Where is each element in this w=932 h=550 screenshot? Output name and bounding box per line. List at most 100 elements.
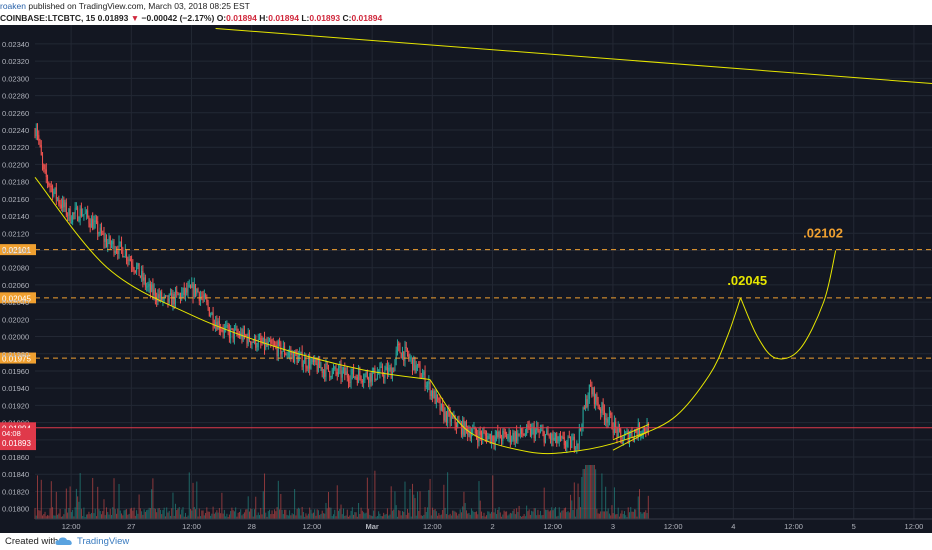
tradingview-brand[interactable]: TradingView xyxy=(77,536,130,547)
candle-body xyxy=(274,344,276,346)
candle-body xyxy=(493,441,495,444)
volume-bar xyxy=(353,514,355,519)
volume-bar xyxy=(227,516,229,519)
price-axis[interactable]: 0.02101 0.02045 0.01975 0.02340 0.02320 0.023… xyxy=(0,40,36,514)
volume-bar xyxy=(307,513,309,519)
candle-body xyxy=(193,284,195,297)
candle-body xyxy=(350,374,352,383)
candle-body xyxy=(50,186,52,188)
price-chart[interactable]: .02045 .02102 0.02101 0.02045 0.01975 0.0234… xyxy=(0,25,932,533)
volume-bar xyxy=(327,491,329,519)
volume-bar xyxy=(618,516,620,519)
volume-bar xyxy=(462,506,464,519)
volume-bar xyxy=(491,511,493,519)
candle-body xyxy=(541,430,543,432)
candle-body xyxy=(573,436,575,449)
candle-body xyxy=(543,431,545,443)
volume-bar xyxy=(401,511,403,519)
candle-body xyxy=(635,430,637,433)
volume-bar xyxy=(546,510,548,519)
candle-body xyxy=(147,286,149,288)
candle-body xyxy=(385,366,387,371)
volume-bar xyxy=(344,515,346,519)
volume-bar xyxy=(54,515,56,519)
candle-body xyxy=(430,390,432,397)
volume-bar xyxy=(188,472,190,519)
volume-bar xyxy=(245,509,247,519)
candle-body xyxy=(482,432,484,439)
volume-bar xyxy=(447,472,449,519)
candle-body xyxy=(109,236,111,245)
time-tick-label: 12:00 xyxy=(905,522,924,531)
volume-bar xyxy=(139,508,141,519)
candle-body xyxy=(315,358,317,364)
volume-bar xyxy=(414,498,416,519)
time-tick-label: 3 xyxy=(611,522,615,531)
author-link[interactable]: roaken xyxy=(0,1,26,11)
volume-bar xyxy=(285,509,287,519)
high-value: 0.01894 xyxy=(268,13,299,23)
candle-body xyxy=(326,363,328,365)
candle-body xyxy=(79,208,81,221)
volume-bar xyxy=(294,489,296,519)
candle-body xyxy=(449,411,451,422)
volume-bar xyxy=(454,511,456,519)
price-target-annotation: .02045 xyxy=(727,273,767,288)
candle-body xyxy=(136,266,138,272)
candle-body xyxy=(617,426,619,437)
volume-bar xyxy=(65,488,67,519)
candle-body xyxy=(182,287,184,293)
volume-bar xyxy=(539,510,541,519)
candle-body xyxy=(511,439,513,442)
volume-bar xyxy=(419,491,421,519)
candle-body xyxy=(272,344,274,346)
volume-bar xyxy=(315,515,317,519)
volume-bar xyxy=(369,514,371,519)
volume-bar xyxy=(282,514,284,519)
candle-body xyxy=(137,263,139,267)
volume-bar xyxy=(449,513,451,519)
candle-body xyxy=(393,370,395,372)
volume-bar xyxy=(519,515,521,519)
volume-bar xyxy=(210,515,212,519)
candle-body xyxy=(548,435,550,437)
volume-bar xyxy=(489,513,491,519)
candle-body xyxy=(119,241,121,243)
volume-bar xyxy=(149,508,151,519)
volume-bar xyxy=(571,500,573,519)
candle-body xyxy=(232,328,234,339)
candle-body xyxy=(161,292,163,300)
candle-body xyxy=(153,289,155,296)
volume-bar xyxy=(390,486,392,519)
volume-bar xyxy=(256,515,258,519)
candle-body xyxy=(116,250,118,252)
volume-bar xyxy=(289,510,291,519)
candle-body xyxy=(68,208,70,216)
volume-bar xyxy=(345,515,347,519)
time-axis[interactable]: 12:00 27 12:00 28 12:00 Mar 12:00 2 12:00 3 12:00 4… xyxy=(35,518,932,533)
candle-body xyxy=(567,436,569,443)
volume-bar xyxy=(228,514,230,519)
volume-bar xyxy=(330,507,332,519)
volume-bar xyxy=(389,514,391,519)
price-tick-label: 0.01820 xyxy=(2,487,29,496)
volume-bar xyxy=(280,493,282,519)
volume-bar xyxy=(169,515,171,519)
candle-body xyxy=(409,358,411,360)
candle-body xyxy=(406,348,408,355)
candle-body xyxy=(428,381,430,385)
candle-body xyxy=(616,427,618,437)
volume-bar xyxy=(58,513,60,519)
volume-bar xyxy=(147,509,149,519)
candle-body xyxy=(453,415,455,418)
candle-body xyxy=(425,385,427,387)
volume-bar xyxy=(474,511,476,519)
price-tick-label: 0.02040 xyxy=(2,298,29,307)
candle-body xyxy=(188,285,190,287)
volume-bar xyxy=(596,508,598,519)
candle-body xyxy=(200,296,202,301)
volume-bar xyxy=(380,516,382,519)
candle-body xyxy=(327,364,329,372)
candle-body xyxy=(452,416,454,418)
volume-bar xyxy=(240,509,242,519)
